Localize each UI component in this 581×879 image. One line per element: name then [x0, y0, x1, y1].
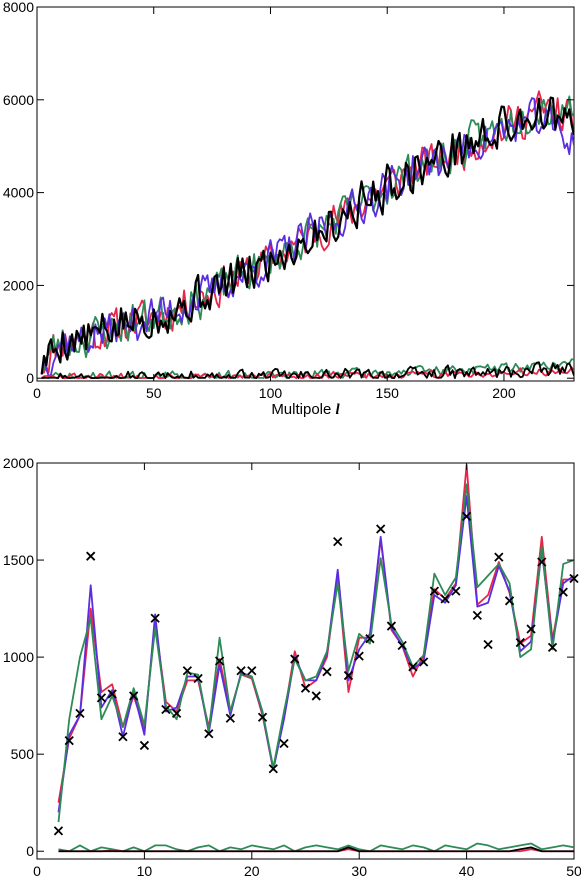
top-y-tick-label: 2000 — [3, 277, 34, 293]
bottom-marker-x — [182, 666, 192, 676]
bottom-plot-frame — [36, 462, 575, 860]
bottom-marker-x — [515, 637, 525, 648]
bottom-series-blue-line-1 — [57, 495, 574, 813]
bottom-marker-x — [247, 666, 257, 676]
top-y-tick-label: 8000 — [3, 0, 34, 15]
bottom-marker-x — [558, 587, 568, 597]
bottom-y-tick-label: 0 — [26, 843, 34, 859]
top-plot-frame — [36, 6, 575, 382]
bottom-marker-x — [118, 732, 128, 742]
bottom-series-black-line-5 — [58, 846, 574, 853]
bottom-marker-x — [365, 634, 375, 644]
bottom-marker-x — [107, 689, 117, 699]
top-x-tick-label: 150 — [376, 385, 400, 401]
top-series-black-line-6 — [41, 361, 574, 380]
top-x-tick-label: 50 — [146, 385, 162, 401]
bottom-marker-x — [526, 624, 536, 634]
bottom-marker-x — [214, 656, 225, 666]
bottom-series-green-line-2 — [57, 483, 574, 823]
bottom-marker-x — [547, 642, 558, 653]
bottom-marker-x — [343, 670, 354, 681]
bottom-plot-area — [57, 464, 574, 853]
bottom-marker-x — [64, 735, 74, 746]
bottom-marker-x — [419, 657, 429, 667]
bottom-x-tick-label: 20 — [244, 863, 260, 879]
bottom-marker-x — [279, 738, 289, 749]
top-plot-area — [40, 90, 574, 380]
bottom-marker-x — [268, 764, 278, 774]
bottom-x-tick-label: 10 — [137, 863, 153, 879]
bottom-marker-x — [225, 713, 235, 723]
top-x-tick-label: 100 — [259, 385, 283, 401]
top-x-tick-label: 0 — [33, 385, 41, 401]
bottom-marker-x — [204, 729, 214, 739]
bottom-marker-x — [290, 654, 300, 664]
bottom-marker-x — [236, 666, 246, 676]
top-series-black-line-3 — [40, 96, 574, 375]
bottom-marker-x — [300, 683, 311, 693]
bottom-series-green-line-3 — [58, 842, 574, 853]
bottom-marker-x — [429, 586, 440, 596]
top-series-blue-line-2 — [40, 97, 574, 378]
bottom-x-tick-label: 50 — [566, 863, 581, 879]
bottom-marker-x — [461, 511, 472, 522]
bottom-chart-panel: 010203040500500100015002000Multipole l — [3, 455, 581, 879]
bottom-series-red-line-0 — [57, 464, 574, 803]
bottom-marker-x — [494, 552, 504, 562]
bottom-marker-x — [129, 691, 139, 701]
bottom-marker-x — [86, 551, 96, 561]
bottom-x-tick-label: 30 — [351, 863, 367, 879]
bottom-marker-x — [408, 662, 418, 672]
bottom-marker-x — [504, 596, 515, 606]
bottom-marker-x — [354, 651, 364, 661]
bottom-marker-x — [537, 557, 547, 567]
bottom-marker-x — [483, 639, 493, 650]
top-x-tick-label: 200 — [492, 385, 516, 401]
bottom-y-tick-label: 1000 — [3, 649, 34, 665]
bottom-marker-x — [96, 693, 107, 703]
bottom-marker-x — [386, 621, 397, 631]
bottom-marker-x — [451, 586, 461, 596]
bottom-marker-x — [376, 524, 386, 534]
top-y-tick-label: 4000 — [3, 185, 34, 201]
top-y-tick-label: 0 — [26, 370, 34, 386]
bottom-marker-x — [311, 691, 321, 701]
bottom-marker-x — [322, 667, 332, 677]
top-x-axis-label: Multipole l — [271, 401, 340, 418]
top-y-tick-label: 6000 — [3, 92, 34, 108]
bottom-x-tick-label: 0 — [33, 863, 41, 879]
bottom-marker-x — [139, 740, 150, 751]
bottom-marker-x — [569, 573, 579, 584]
bottom-marker-x — [472, 610, 482, 621]
bottom-marker-x — [150, 613, 160, 623]
bottom-y-tick-label: 1500 — [3, 552, 34, 568]
bottom-x-tick-label: 40 — [459, 863, 475, 879]
bottom-marker-x — [171, 708, 182, 719]
bottom-y-tick-label: 2000 — [3, 455, 34, 471]
bottom-marker-x — [440, 594, 450, 604]
bottom-marker-x — [161, 704, 171, 715]
bottom-y-tick-label: 500 — [11, 746, 35, 762]
bottom-marker-x — [333, 536, 343, 547]
bottom-marker-x — [397, 640, 407, 651]
bottom-marker-x — [257, 712, 268, 722]
bottom-marker-x — [53, 826, 64, 836]
bottom-marker-x — [193, 673, 203, 684]
bottom-marker-x — [75, 708, 85, 719]
